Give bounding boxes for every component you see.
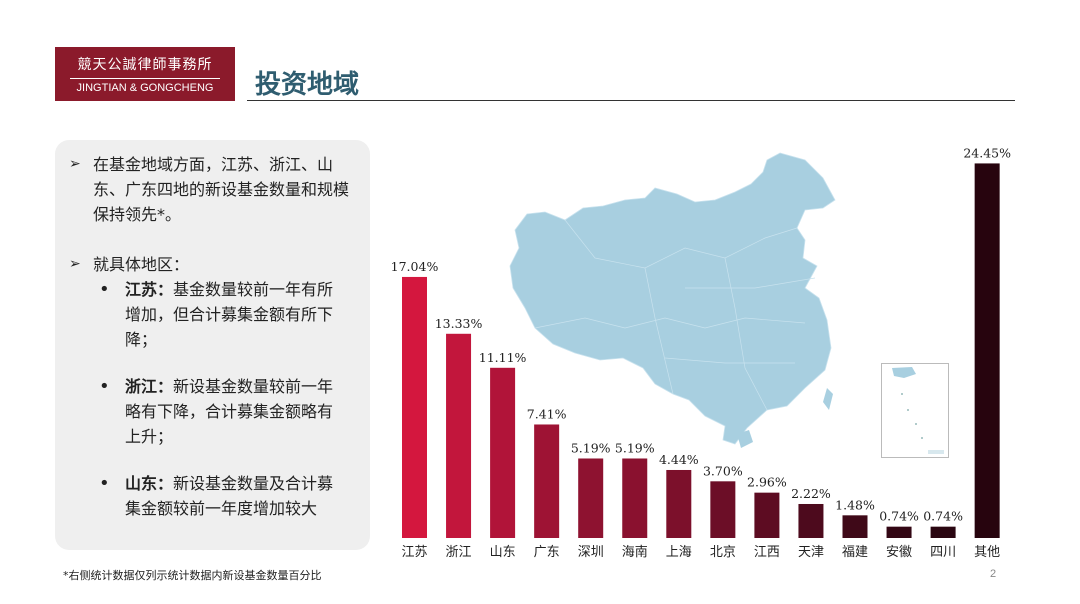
summary-point-2-text: 就具体地区： bbox=[93, 255, 190, 274]
category-label-安徽: 安徽 bbox=[886, 545, 912, 560]
bar-江西 bbox=[754, 492, 780, 538]
data-label-广东: 7.41% bbox=[527, 406, 567, 421]
summary-point-2: ➢ 就具体地区： bbox=[69, 252, 356, 277]
category-label-海南: 海南 bbox=[622, 544, 648, 560]
data-label-其他: 24.45% bbox=[963, 145, 1011, 160]
region-detail: 新设基金数量及合计募集金额较前一年度增加较大 bbox=[125, 474, 334, 518]
category-label-上海: 上海 bbox=[666, 545, 692, 560]
page-number: 2 bbox=[990, 568, 997, 580]
data-label-海南: 5.19% bbox=[615, 440, 655, 455]
dot-bullet-icon: • bbox=[99, 376, 110, 397]
category-label-福建: 福建 bbox=[842, 545, 868, 560]
bar-安徽 bbox=[886, 526, 912, 538]
data-label-浙江: 13.33% bbox=[435, 316, 483, 331]
footnote: *右侧统计数据仅列示统计数据内新设基金数量百分比 bbox=[63, 569, 322, 582]
bar-广东 bbox=[534, 424, 560, 538]
category-label-浙江: 浙江 bbox=[446, 545, 472, 560]
region-bullet-zhejiang: • 浙江：新设基金数量较前一年略有下降，合计募集金额略有上升； bbox=[69, 374, 356, 449]
firm-logo-divider bbox=[70, 78, 220, 79]
data-label-江苏: 17.04% bbox=[391, 259, 439, 274]
bar-山东 bbox=[490, 367, 516, 538]
arrow-bullet-icon: ➢ bbox=[69, 156, 81, 172]
category-label-四川: 四川 bbox=[930, 545, 956, 560]
bar-天津 bbox=[798, 503, 824, 538]
dot-bullet-icon: • bbox=[99, 279, 110, 300]
bar-上海 bbox=[666, 469, 692, 538]
south-china-sea-inset-map bbox=[881, 363, 949, 458]
arrow-bullet-icon: ➢ bbox=[69, 256, 81, 272]
bar-江苏 bbox=[402, 276, 427, 538]
bar-四川 bbox=[930, 526, 956, 538]
region-bullet-jiangsu: • 江苏：基金数量较前一年有所增加，但合计募集金额有所下降； bbox=[69, 277, 356, 352]
title-underline bbox=[247, 100, 1015, 101]
region-name: 江苏： bbox=[125, 280, 174, 299]
region-name: 山东： bbox=[125, 474, 174, 493]
data-label-安徽: 0.74% bbox=[879, 509, 919, 524]
data-label-山东: 11.11% bbox=[479, 350, 527, 365]
bar-福建 bbox=[842, 515, 868, 538]
summary-point-1: ➢ 在基金地域方面，江苏、浙江、山东、广东四地的新设基金数量和规模保持领先*。 bbox=[69, 152, 356, 227]
region-bullet-shandong: • 山东：新设基金数量及合计募集金额较前一年度增加较大 bbox=[69, 471, 356, 521]
category-label-广东: 广东 bbox=[534, 545, 560, 560]
summary-panel: ➢ 在基金地域方面，江苏、浙江、山东、广东四地的新设基金数量和规模保持领先*。 … bbox=[55, 140, 370, 550]
summary-point-1-text: 在基金地域方面，江苏、浙江、山东、广东四地的新设基金数量和规模保持领先*。 bbox=[93, 155, 350, 224]
data-label-上海: 4.44% bbox=[659, 452, 699, 467]
slide-title: 投资地域 bbox=[255, 70, 360, 100]
bar-深圳 bbox=[578, 458, 604, 538]
firm-logo: 競天公誠律師事務所 JINGTIAN & GONGCHENG bbox=[55, 47, 235, 101]
data-label-江西: 2.96% bbox=[747, 475, 787, 490]
category-label-山东: 山东 bbox=[490, 545, 516, 560]
bar-其他 bbox=[974, 163, 1000, 538]
region-name: 浙江： bbox=[125, 377, 174, 396]
data-label-北京: 3.70% bbox=[703, 463, 743, 478]
bar-浙江 bbox=[446, 333, 472, 538]
region-detail: 基金数量较前一年有所增加，但合计募集金额有所下降； bbox=[125, 280, 334, 349]
bar-北京 bbox=[710, 481, 736, 538]
data-label-深圳: 5.19% bbox=[571, 440, 611, 455]
firm-logo-cn: 競天公誠律師事務所 bbox=[77, 57, 213, 73]
china-map-illustration bbox=[509, 152, 836, 448]
category-label-北京: 北京 bbox=[710, 545, 736, 560]
category-label-其他: 其他 bbox=[974, 545, 1000, 560]
category-label-江西: 江西 bbox=[754, 545, 780, 560]
firm-logo-en: JINGTIAN & GONGCHENG bbox=[76, 82, 214, 94]
bar-海南 bbox=[622, 458, 648, 538]
region-detail: 新设基金数量较前一年略有下降，合计募集金额略有上升； bbox=[125, 377, 334, 446]
region-share-bar-chart: 17.04% 江苏 13.33% 浙江 11.11% 山东 7.41% 广东 5.19% 深圳 5.… bbox=[391, 145, 1011, 560]
dot-bullet-icon: • bbox=[99, 473, 110, 494]
category-label-深圳: 深圳 bbox=[578, 545, 604, 560]
category-label-天津: 天津 bbox=[798, 545, 824, 560]
data-label-福建: 1.48% bbox=[835, 497, 875, 512]
category-label-江苏: 江苏 bbox=[401, 544, 427, 560]
data-label-天津: 2.22% bbox=[791, 486, 831, 501]
data-label-四川: 0.74% bbox=[923, 509, 963, 524]
